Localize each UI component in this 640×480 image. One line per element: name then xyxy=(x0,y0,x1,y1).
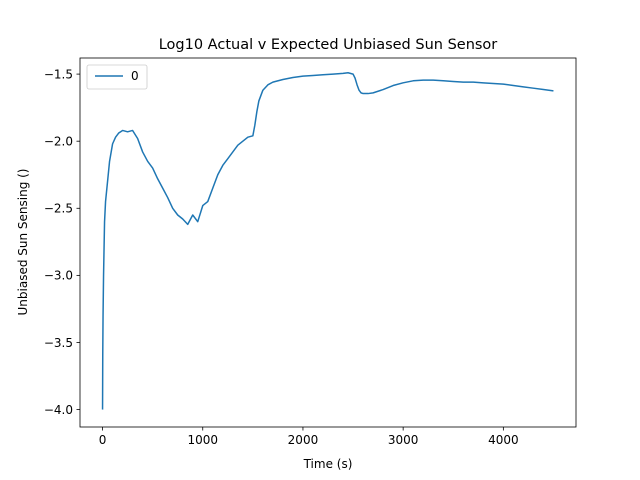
x-tick-label: 4000 xyxy=(488,433,519,447)
y-tick-label: −3.0 xyxy=(44,269,73,283)
series-line-0 xyxy=(101,72,554,410)
chart-title: Log10 Actual v Expected Unbiased Sun Sen… xyxy=(159,37,498,53)
plot-frame xyxy=(79,57,577,428)
y-tick-label: −4.0 xyxy=(44,403,73,417)
x-tick-label: 1000 xyxy=(187,433,218,447)
legend-entry-label: 0 xyxy=(131,69,139,83)
y-tick-label: −1.5 xyxy=(44,67,73,81)
x-tick-label: 3000 xyxy=(388,433,419,447)
y-tick-label: −3.5 xyxy=(44,336,73,350)
legend: 0 xyxy=(86,64,148,90)
plot-area xyxy=(79,57,577,428)
y-tick-label: −2.5 xyxy=(44,202,73,216)
y-axis-label: Unbiased Sun Sensing () xyxy=(16,169,30,316)
x-axis: 0 1000 2000 3000 4000 xyxy=(99,427,519,447)
y-axis: −4.0 −3.5 −3.0 −2.5 −2.0 −1.5 xyxy=(44,67,80,417)
y-tick-label: −2.0 xyxy=(44,134,73,148)
x-tick-label: 2000 xyxy=(288,433,319,447)
x-tick-label: 0 xyxy=(99,433,107,447)
series-layer xyxy=(101,72,554,410)
x-axis-label: Time (s) xyxy=(303,457,353,471)
legend-box xyxy=(86,64,148,90)
